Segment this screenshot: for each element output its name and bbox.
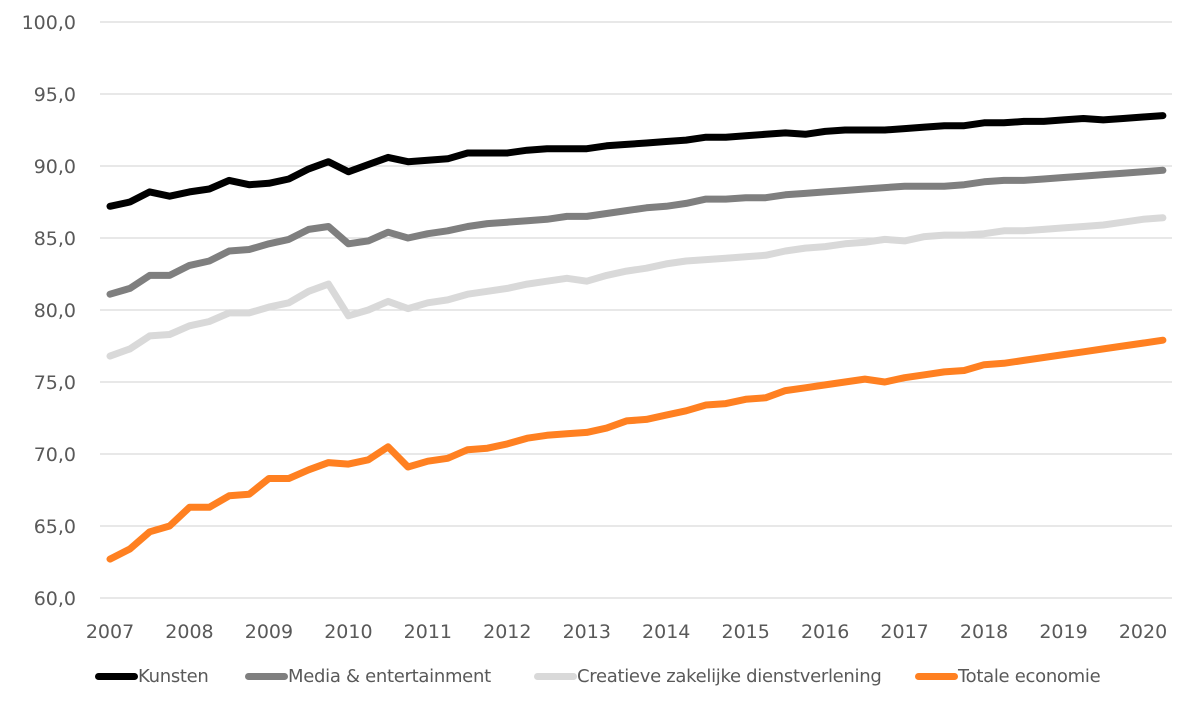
x-tick-label: 2014 [642,621,690,643]
legend-label-kunsten: Kunsten [138,666,209,687]
y-tick-label: 90,0 [34,156,76,178]
x-tick-label: 2012 [483,621,531,643]
legend-swatch-creatief [534,673,577,680]
legend: Kunsten Media & entertainment Creatieve … [0,666,1200,696]
x-tick-label: 2020 [1119,621,1167,643]
x-tick-label: 2011 [404,621,452,643]
x-tick-label: 2016 [801,621,849,643]
gridlines [100,21,1172,599]
series-line-media-entertainment [106,166,1167,298]
legend-swatch-media [245,673,288,680]
series-line-totale-economie [106,336,1167,563]
legend-item-kunsten: Kunsten [95,666,209,687]
line-chart: 60,0 65,0 70,0 75,0 80,0 85,0 90,0 95,0 100,0 20… [22,12,1172,643]
x-tick-label: 2018 [960,621,1008,643]
x-tick-label: 2019 [1039,621,1087,643]
y-tick-label: 60,0 [34,588,76,610]
legend-swatch-totale [915,673,958,680]
x-tick-label: 2008 [165,621,213,643]
legend-item-totale: Totale economie [915,666,1101,687]
x-tick-label: 2013 [563,621,611,643]
series-line-creatieve-zakelijke-dienstverlening [106,214,1167,360]
legend-item-media: Media & entertainment [245,666,491,687]
y-tick-label: 70,0 [34,444,76,466]
x-axis-ticks: 2007 2008 2009 2010 2011 2012 2013 2014 2015 2016… [86,621,1167,643]
legend-label-totale: Totale economie [958,666,1101,687]
y-tick-label: 100,0 [22,12,76,34]
y-tick-label: 95,0 [34,84,76,106]
y-tick-label: 85,0 [34,228,76,250]
x-tick-label: 2010 [324,621,372,643]
legend-label-media: Media & entertainment [288,666,491,687]
y-tick-label: 80,0 [34,300,76,322]
y-axis-ticks: 60,0 65,0 70,0 75,0 80,0 85,0 90,0 95,0 100,0 [22,12,76,610]
series-line-kunsten [106,112,1167,210]
legend-item-creatief: Creatieve zakelijke dienstverlening [534,666,882,687]
x-tick-label: 2017 [880,621,928,643]
x-tick-label: 2007 [86,621,134,643]
y-tick-label: 75,0 [34,372,76,394]
x-tick-label: 2009 [245,621,293,643]
y-tick-label: 65,0 [34,516,76,538]
x-tick-label: 2015 [722,621,770,643]
legend-label-creatief: Creatieve zakelijke dienstverlening [577,666,882,687]
legend-swatch-kunsten [95,673,138,680]
series-lines [106,112,1167,563]
